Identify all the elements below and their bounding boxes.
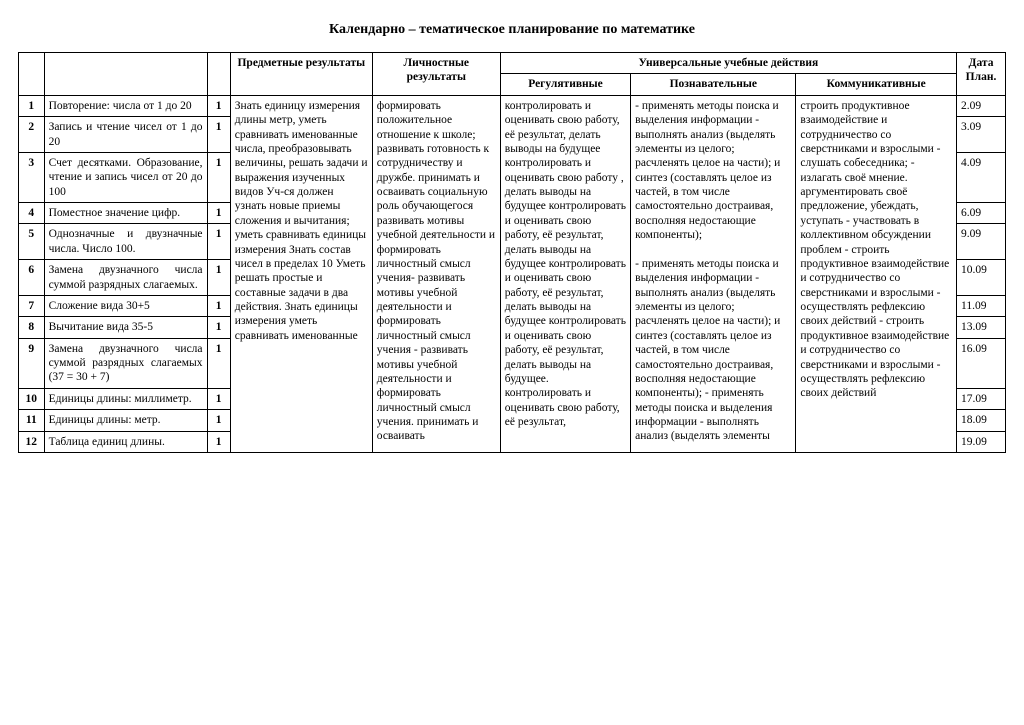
cell-num: 10 [19,388,45,409]
cell-date: 17.09 [957,388,1006,409]
col-num [19,53,45,96]
cell-hours: 1 [207,431,230,452]
cell-date: 11.09 [957,295,1006,316]
cell-date: 4.09 [957,152,1006,202]
page-title: Календарно – тематическое планирование п… [18,22,1006,38]
plan-table: Предметные результаты Личностные результ… [18,52,1006,453]
col-topic [44,53,207,96]
cell-date: 10.09 [957,260,1006,296]
cell-date: 3.09 [957,117,1006,153]
col-subject: Предметные результаты [230,53,372,96]
col-date: Дата План. [957,53,1006,96]
cell-personal-results: формировать положительное отношение к шк… [372,95,500,452]
cell-topic: Таблица единиц длины. [44,431,207,452]
cell-date: 18.09 [957,410,1006,431]
table-row: 1Повторение: числа от 1 до 201Знать един… [19,95,1006,116]
cell-hours: 1 [207,317,230,338]
table-body: 1Повторение: числа от 1 до 201Знать един… [19,95,1006,452]
col-cognitive: Познавательные [631,74,796,95]
cell-cognitive: - применять методы поиска и выделения ин… [631,95,796,452]
cell-hours: 1 [207,203,230,224]
cell-hours: 1 [207,338,230,388]
cell-topic: Повторение: числа от 1 до 20 [44,95,207,116]
cell-num: 9 [19,338,45,388]
cell-num: 1 [19,95,45,116]
cell-num: 4 [19,203,45,224]
cell-date: 9.09 [957,224,1006,260]
cell-num: 12 [19,431,45,452]
col-personal: Личностные результаты [372,53,500,96]
cell-topic: Запись и чтение чисел от 1 до 20 [44,117,207,153]
cell-regulative: контролировать и оценивать свою работу, … [500,95,630,452]
col-communicative: Коммуникативные [796,74,957,95]
cell-date: 13.09 [957,317,1006,338]
cell-date: 2.09 [957,95,1006,116]
cell-topic: Замена двузначного числа суммой разрядны… [44,338,207,388]
cell-hours: 1 [207,117,230,153]
cell-num: 8 [19,317,45,338]
cell-num: 6 [19,260,45,296]
cell-topic: Единицы длины: миллиметр. [44,388,207,409]
table-head: Предметные результаты Личностные результ… [19,53,1006,96]
cell-subject-results: Знать единицу измерения длины метр, умет… [230,95,372,452]
cell-date: 19.09 [957,431,1006,452]
cell-hours: 1 [207,224,230,260]
cell-num: 5 [19,224,45,260]
cell-date: 16.09 [957,338,1006,388]
cell-communicative: строить продуктивное взаимодействие и со… [796,95,957,452]
cell-topic: Вычитание вида 35-5 [44,317,207,338]
cell-topic: Единицы длины: метр. [44,410,207,431]
cell-hours: 1 [207,95,230,116]
cell-topic: Счет десятками. Образование, чтение и за… [44,152,207,202]
cell-num: 11 [19,410,45,431]
cell-hours: 1 [207,260,230,296]
col-hours [207,53,230,96]
cell-hours: 1 [207,295,230,316]
cell-num: 7 [19,295,45,316]
cell-hours: 1 [207,388,230,409]
cell-num: 2 [19,117,45,153]
cell-topic: Замена двузначного числа суммой разрядны… [44,260,207,296]
cell-topic: Однозначные и двузначные числа. Число 10… [44,224,207,260]
col-uud: Универсальные учебные действия [500,53,956,74]
cell-hours: 1 [207,410,230,431]
cell-topic: Поместное значение цифр. [44,203,207,224]
cell-num: 3 [19,152,45,202]
cell-date: 6.09 [957,203,1006,224]
cell-topic: Сложение вида 30+5 [44,295,207,316]
cell-hours: 1 [207,152,230,202]
col-regulative: Регулятивные [500,74,630,95]
